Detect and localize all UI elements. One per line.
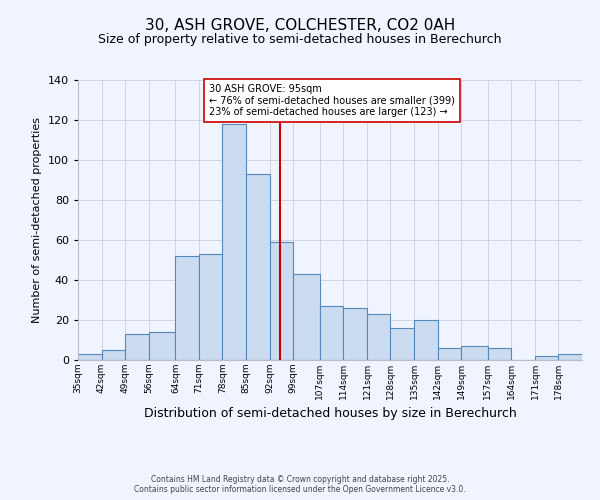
Bar: [199, 254, 223, 360]
Bar: [78, 354, 101, 360]
Bar: [149, 332, 175, 360]
Bar: [367, 314, 391, 360]
Bar: [175, 256, 199, 360]
Bar: [101, 350, 125, 360]
Bar: [461, 346, 488, 360]
Bar: [320, 306, 343, 360]
Y-axis label: Number of semi-detached properties: Number of semi-detached properties: [32, 117, 42, 323]
Bar: [343, 308, 367, 360]
Bar: [223, 124, 246, 360]
X-axis label: Distribution of semi-detached houses by size in Berechurch: Distribution of semi-detached houses by …: [143, 408, 517, 420]
Text: Size of property relative to semi-detached houses in Berechurch: Size of property relative to semi-detach…: [98, 32, 502, 46]
Bar: [246, 174, 269, 360]
Bar: [391, 328, 414, 360]
Bar: [535, 356, 559, 360]
Text: 30 ASH GROVE: 95sqm
← 76% of semi-detached houses are smaller (399)
23% of semi-: 30 ASH GROVE: 95sqm ← 76% of semi-detach…: [209, 84, 455, 117]
Bar: [437, 348, 461, 360]
Text: 30, ASH GROVE, COLCHESTER, CO2 0AH: 30, ASH GROVE, COLCHESTER, CO2 0AH: [145, 18, 455, 32]
Bar: [269, 242, 293, 360]
Text: Contains HM Land Registry data © Crown copyright and database right 2025.
Contai: Contains HM Land Registry data © Crown c…: [134, 474, 466, 494]
Bar: [293, 274, 320, 360]
Bar: [414, 320, 437, 360]
Bar: [125, 334, 149, 360]
Bar: [559, 354, 582, 360]
Bar: [488, 348, 511, 360]
